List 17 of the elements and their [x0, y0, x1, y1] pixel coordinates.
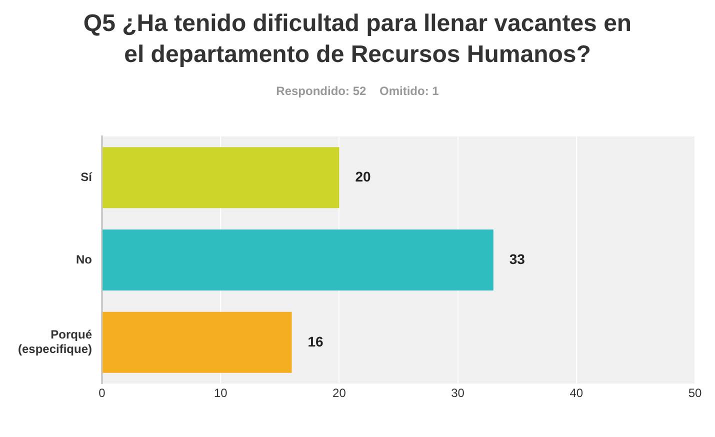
chart-subtitle: Respondido: 52 Omitido: 1	[275, 84, 440, 98]
x-tick-label: 0	[98, 386, 106, 400]
bar	[102, 230, 494, 290]
bar	[102, 147, 340, 208]
x-tick-label: 20	[332, 386, 346, 400]
x-tick-label: 40	[570, 386, 584, 400]
bar	[102, 312, 292, 373]
data-label: 33	[509, 250, 526, 267]
x-tick-label: 30	[451, 386, 465, 400]
y-tick-label: Sí	[80, 170, 93, 184]
x-tick-label: 10	[214, 386, 228, 400]
y-tick-label: Porqué (especifique)	[18, 328, 92, 356]
x-tick-label: 50	[688, 386, 702, 400]
data-label: 20	[355, 168, 371, 184]
y-tick-label: No	[76, 252, 92, 266]
chart-title: Q5 ¿Ha tenido dificultad para llenar vacantes en el departamento de Recursos Humanos?	[82, 9, 633, 70]
data-label: 16	[308, 333, 324, 350]
